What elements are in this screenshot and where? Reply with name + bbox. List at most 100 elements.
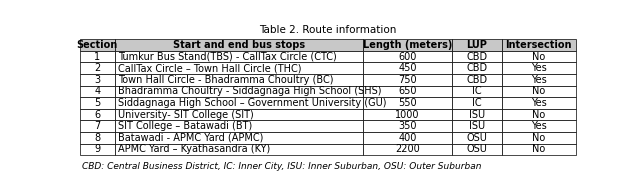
Text: 8: 8 — [94, 133, 100, 143]
Bar — [363, 144, 452, 155]
Bar — [80, 51, 115, 62]
Text: IC: IC — [472, 98, 482, 108]
Bar — [80, 62, 115, 74]
Text: Town Hall Circle - Bhadramma Choultry (BC): Town Hall Circle - Bhadramma Choultry (B… — [118, 75, 333, 85]
Bar — [452, 62, 502, 74]
Bar — [80, 109, 115, 121]
Text: 6: 6 — [94, 110, 100, 120]
Bar — [452, 74, 502, 86]
Bar — [115, 121, 363, 132]
Text: Tumkur Bus Stand(TBS) - CallTax Circle (CTC): Tumkur Bus Stand(TBS) - CallTax Circle (… — [118, 52, 337, 62]
Bar — [115, 144, 363, 155]
Text: 2: 2 — [94, 63, 100, 73]
Bar — [502, 39, 576, 51]
Text: Length (meters): Length (meters) — [363, 40, 452, 50]
Text: 7: 7 — [94, 121, 100, 131]
Text: No: No — [532, 144, 545, 155]
Bar — [452, 109, 502, 121]
Bar — [363, 62, 452, 74]
Text: 1: 1 — [94, 52, 100, 62]
Text: 750: 750 — [398, 75, 417, 85]
Text: 9: 9 — [94, 144, 100, 155]
Text: Bhadramma Choultry - Siddagnaga High School (SHS): Bhadramma Choultry - Siddagnaga High Sch… — [118, 86, 381, 96]
Bar — [363, 121, 452, 132]
Bar — [115, 132, 363, 144]
Bar — [80, 39, 115, 51]
Bar — [115, 62, 363, 74]
Bar — [452, 121, 502, 132]
Text: Table 2. Route information: Table 2. Route information — [259, 24, 397, 35]
Text: Siddagnaga High School – Government University (GU): Siddagnaga High School – Government Univ… — [118, 98, 386, 108]
Text: 650: 650 — [398, 86, 417, 96]
Bar — [80, 121, 115, 132]
Bar — [452, 144, 502, 155]
Bar — [80, 132, 115, 144]
Text: 550: 550 — [398, 98, 417, 108]
Bar — [452, 97, 502, 109]
Text: 450: 450 — [398, 63, 417, 73]
Text: CBD: CBD — [466, 52, 488, 62]
Text: No: No — [532, 86, 545, 96]
Text: OSU: OSU — [467, 144, 487, 155]
Bar — [115, 74, 363, 86]
Text: 350: 350 — [398, 121, 417, 131]
Bar — [115, 51, 363, 62]
Text: LUP: LUP — [467, 40, 487, 50]
Text: CallTax Circle – Town Hall Circle (THC): CallTax Circle – Town Hall Circle (THC) — [118, 63, 301, 73]
Text: No: No — [532, 133, 545, 143]
Bar — [80, 144, 115, 155]
Text: Yes: Yes — [531, 63, 547, 73]
Text: Yes: Yes — [531, 98, 547, 108]
Text: 600: 600 — [398, 52, 417, 62]
Text: CBD: CBD — [466, 63, 488, 73]
Bar — [80, 97, 115, 109]
Text: Section: Section — [77, 40, 118, 50]
Text: University- SIT College (SIT): University- SIT College (SIT) — [118, 110, 253, 120]
Bar — [363, 97, 452, 109]
Text: No: No — [532, 110, 545, 120]
Text: ISU: ISU — [468, 121, 485, 131]
Bar — [363, 132, 452, 144]
Bar — [115, 97, 363, 109]
Text: No: No — [532, 52, 545, 62]
Text: CBD: CBD — [466, 75, 488, 85]
Bar — [363, 109, 452, 121]
Text: Intersection: Intersection — [506, 40, 572, 50]
Bar — [363, 51, 452, 62]
Bar — [80, 86, 115, 97]
Bar — [80, 74, 115, 86]
Bar — [502, 62, 576, 74]
Text: SIT College – Batawadi (BT): SIT College – Batawadi (BT) — [118, 121, 252, 131]
Bar — [502, 97, 576, 109]
Text: 4: 4 — [94, 86, 100, 96]
Text: 400: 400 — [398, 133, 417, 143]
Text: Start and end bus stops: Start and end bus stops — [173, 40, 305, 50]
Text: 2200: 2200 — [395, 144, 420, 155]
Text: Batawadi - APMC Yard (APMC): Batawadi - APMC Yard (APMC) — [118, 133, 263, 143]
Text: Yes: Yes — [531, 75, 547, 85]
Bar — [115, 39, 363, 51]
Text: 1000: 1000 — [395, 110, 420, 120]
Bar — [502, 74, 576, 86]
Bar — [502, 121, 576, 132]
Bar — [452, 86, 502, 97]
Text: 3: 3 — [94, 75, 100, 85]
Text: ISU: ISU — [468, 110, 485, 120]
Bar — [363, 39, 452, 51]
Bar — [502, 51, 576, 62]
Text: CBD: Central Business District, IC: Inner City, ISU: Inner Suburban, OSU: Outer : CBD: Central Business District, IC: Inne… — [83, 162, 482, 171]
Bar — [452, 39, 502, 51]
Bar — [502, 86, 576, 97]
Text: 5: 5 — [94, 98, 100, 108]
Bar — [502, 109, 576, 121]
Text: OSU: OSU — [467, 133, 487, 143]
Bar — [363, 86, 452, 97]
Bar — [363, 74, 452, 86]
Bar — [502, 144, 576, 155]
Bar — [452, 51, 502, 62]
Text: Yes: Yes — [531, 121, 547, 131]
Bar — [115, 109, 363, 121]
Text: APMC Yard – Kyathasandra (KY): APMC Yard – Kyathasandra (KY) — [118, 144, 270, 155]
Text: IC: IC — [472, 86, 482, 96]
Bar — [502, 132, 576, 144]
